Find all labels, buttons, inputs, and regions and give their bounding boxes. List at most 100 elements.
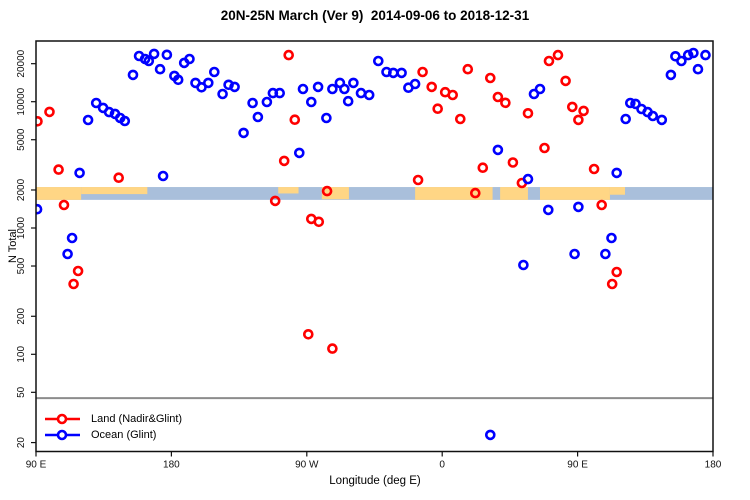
y-tick-label: 1000: [16, 216, 27, 239]
ocean-point: [62, 248, 73, 260]
land-point: [469, 187, 481, 199]
land-point: [492, 91, 504, 103]
x-tick-label: 90 E: [567, 460, 588, 471]
land-point: [507, 157, 519, 168]
ocean-point: [339, 83, 350, 95]
land-point: [313, 216, 325, 228]
land-point: [477, 162, 489, 173]
land-point: [58, 199, 70, 211]
x-tick-label: 0: [439, 460, 445, 471]
ocean-point: [261, 96, 273, 108]
ocean-point: [542, 204, 554, 216]
ocean-point: [297, 83, 309, 95]
legend-label-land: Land (Nadir&Glint): [91, 413, 183, 425]
ocean-point: [676, 55, 687, 67]
ocean-point: [203, 77, 214, 89]
land-strip-segment: [81, 187, 148, 195]
land-strip-segment: [36, 187, 82, 200]
y-tick-label: 2000: [16, 178, 27, 201]
land-point: [289, 114, 301, 125]
ocean-point: [161, 49, 173, 61]
land-point: [426, 81, 438, 93]
land-point: [278, 155, 290, 167]
ocean-point: [82, 114, 94, 126]
land-point: [543, 55, 555, 67]
ocean-points: [36, 47, 711, 441]
ocean-point: [528, 88, 540, 100]
land-ocean-strip: [36, 187, 713, 200]
legend: Land (Nadir&Glint) Ocean (Glint): [44, 411, 182, 443]
x-tick-label: 180: [163, 460, 180, 471]
land-point: [72, 265, 84, 277]
land-point: [113, 172, 124, 183]
ocean-point: [363, 89, 375, 101]
ocean-point: [355, 87, 367, 99]
ocean-point: [148, 48, 160, 60]
land-strip-segment: [278, 187, 299, 194]
land-strip-segment: [415, 187, 493, 200]
legend-item-land: Land (Nadir&Glint): [44, 411, 182, 427]
ocean-point: [518, 259, 529, 271]
land-point: [522, 108, 534, 119]
ocean-point: [620, 113, 632, 125]
land-point: [596, 199, 608, 211]
land-point: [560, 75, 571, 87]
land-series-marker-icon: [45, 413, 80, 425]
land-point: [462, 63, 474, 75]
land-point: [484, 72, 496, 84]
ocean-point: [387, 67, 399, 79]
plot-box: [35, 40, 714, 453]
ocean-point: [143, 55, 155, 67]
ocean-point: [606, 232, 617, 244]
ocean-point: [600, 248, 611, 260]
y-tick-label: 10000: [16, 87, 27, 115]
land-point: [36, 116, 43, 127]
land-point: [68, 278, 79, 290]
land-strip-segment: [609, 187, 625, 195]
ocean-point: [217, 88, 228, 100]
ocean-point: [624, 97, 636, 109]
ocean-point: [321, 112, 332, 124]
ocean-point: [74, 167, 85, 179]
land-point: [552, 49, 564, 61]
ocean-point: [90, 97, 102, 109]
land-points: [36, 49, 623, 354]
ocean-point: [665, 69, 677, 81]
land-strip-segment: [321, 187, 349, 200]
ocean-point: [305, 96, 317, 108]
land-point: [500, 97, 511, 109]
ocean-point: [312, 81, 324, 93]
ocean-point: [534, 83, 546, 95]
ocean-point: [692, 63, 704, 75]
land-point: [611, 266, 623, 278]
ocean-point: [247, 97, 258, 109]
land-point: [327, 343, 338, 354]
x-axis-title: Longitude (deg E): [329, 475, 421, 487]
y-tick-label: 5000: [16, 128, 27, 151]
ocean-point: [522, 173, 534, 185]
ocean-point: [274, 87, 286, 99]
ocean-point: [492, 144, 504, 156]
ocean-point: [119, 115, 131, 127]
x-tick-label: 90 W: [295, 460, 319, 471]
land-point: [321, 185, 333, 197]
ocean-point: [293, 147, 305, 159]
land-strip-segment: [500, 187, 528, 200]
ocean-point: [172, 74, 184, 86]
ocean-point: [396, 67, 407, 79]
ocean-series-marker-icon: [45, 429, 80, 441]
ocean-point: [688, 47, 699, 59]
ocean-point: [209, 66, 220, 78]
y-tick-label: 500: [16, 257, 27, 274]
chart-title: 20N-25N March (Ver 9) 2014-09-06 to 2018…: [220, 8, 530, 23]
land-point: [283, 49, 295, 61]
land-point: [432, 103, 444, 114]
x-tick-label: 90 E: [26, 460, 47, 471]
land-point: [269, 195, 281, 207]
land-point: [539, 142, 550, 154]
ocean-point: [611, 167, 623, 179]
ocean-point: [238, 127, 249, 139]
land-point: [412, 174, 424, 186]
